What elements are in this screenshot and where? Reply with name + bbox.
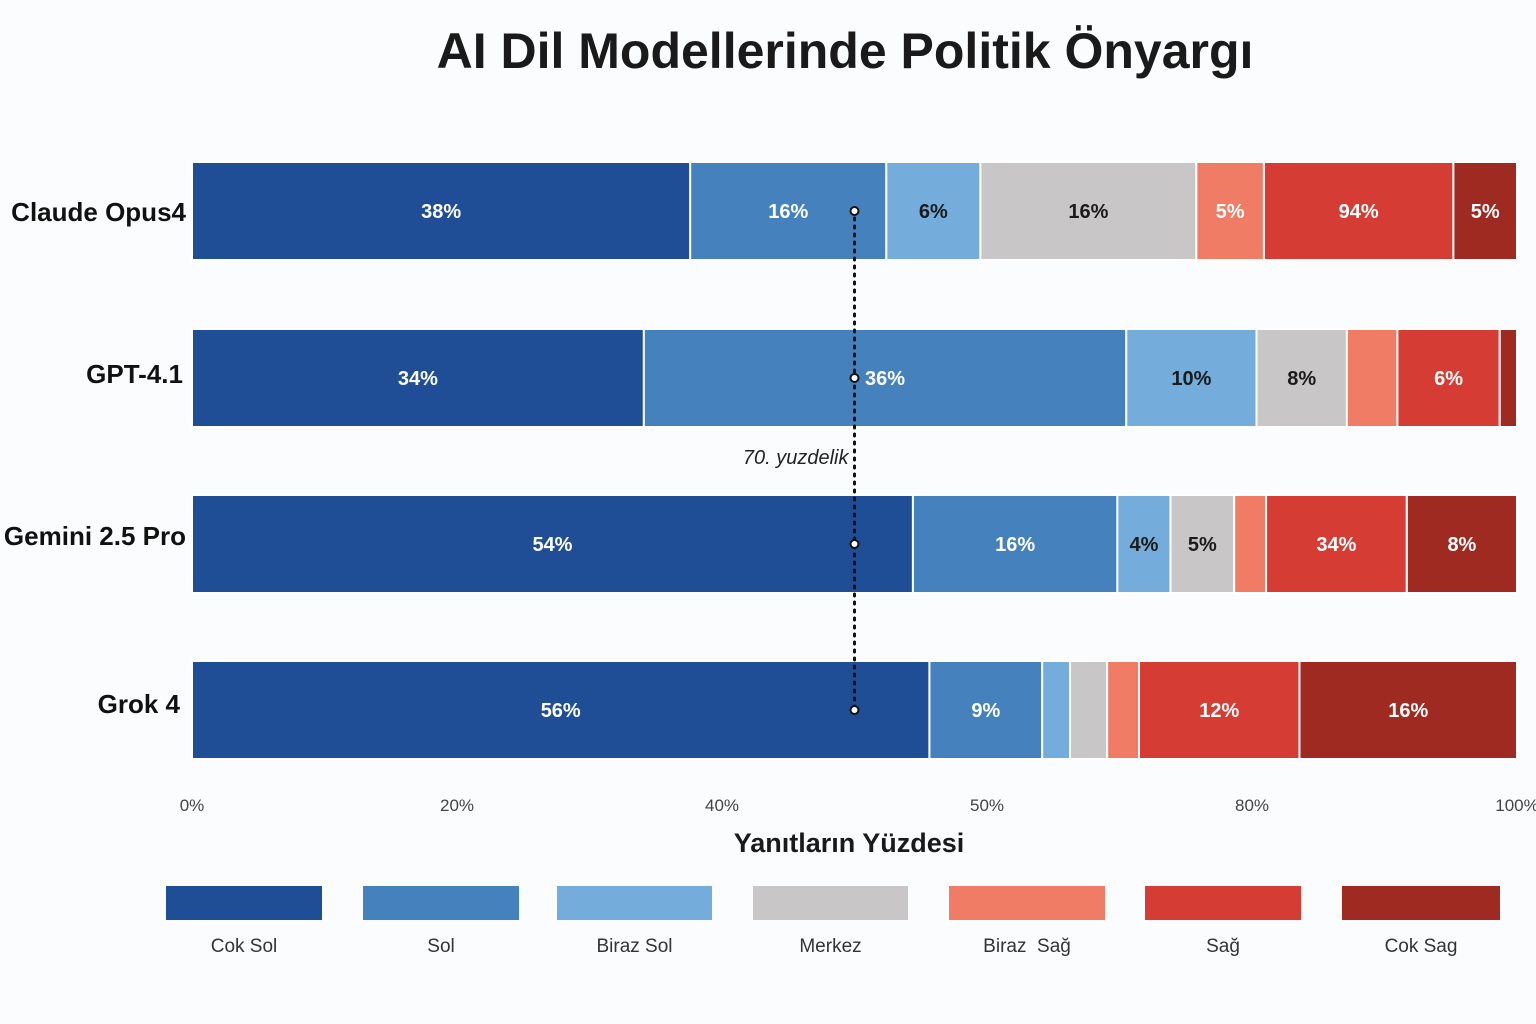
data-label-gemini-2-5-pro-sol: 16% — [995, 534, 1035, 556]
category-label-grok-4: Grok 4 — [98, 689, 181, 719]
legend-label-biraz-sol: Biraz Sol — [596, 936, 672, 957]
legend: Cok Sol Sol Biraz Sol Merkez Biraz Sağ Sağ Cok… — [166, 886, 1500, 957]
bar-claude-opus4-cok-sol — [191, 161, 692, 261]
data-label-gpt-4-1-cok-sol: 34% — [398, 368, 438, 390]
x-tick-label-20: 20% — [440, 796, 474, 815]
reference-point-gemini-2-5-pro — [849, 539, 860, 549]
category-label-gpt-4-1: GPT-4.1 — [86, 359, 183, 389]
bar-claude-opus4-biraz-sa — [1195, 161, 1265, 261]
bar-gpt-4-1-cok-sol — [191, 328, 645, 428]
x-tick-label-100: 100% — [1495, 796, 1536, 815]
bar-grok-4-biraz-sol — [1041, 660, 1072, 760]
data-label-gpt-4-1-sa: 6% — [1434, 368, 1463, 390]
data-label-grok-4-cok-sol: 56% — [541, 700, 581, 722]
bar-grok-4-sa — [1137, 660, 1301, 760]
data-label-claude-opus4-sol: 16% — [768, 201, 808, 223]
x-tick-label-0: 0% — [180, 796, 205, 815]
reference-line-label: 70. yuzdelik — [743, 447, 850, 469]
data-label-claude-opus4-sa: 94% — [1339, 201, 1379, 223]
legend-swatch-merkez — [753, 886, 908, 920]
bar-grok-4-cok-sag — [1298, 660, 1518, 760]
legend-swatch-biraz-sol — [557, 886, 712, 920]
legend-label-cok-sag: Cok Sag — [1385, 936, 1458, 957]
legend-label-sa: Sağ — [1206, 936, 1240, 957]
data-label-gemini-2-5-pro-sa: 34% — [1316, 534, 1356, 556]
legend-label-biraz-sa: Biraz Sağ — [983, 936, 1071, 957]
bar-gemini-2-5-pro-sa — [1265, 494, 1408, 594]
bar-gemini-2-5-pro-merkez — [1169, 494, 1236, 594]
category-labels: Claude Opus4 GPT-4.1 Gemini 2.5 Pro Grok 4 — [4, 197, 187, 719]
bar-grok-4-merkez — [1069, 660, 1109, 760]
bar-grok-4-biraz-sa — [1106, 660, 1140, 760]
bar-claude-opus4-merkez — [979, 161, 1198, 261]
data-label-claude-opus4-biraz-sol: 6% — [919, 201, 948, 223]
data-label-grok-4-sa: 12% — [1199, 700, 1239, 722]
reference-point-grok-4 — [849, 705, 860, 715]
bar-gpt-4-1-sa — [1396, 328, 1501, 428]
data-label-gpt-4-1-sol: 36% — [865, 368, 905, 390]
legend-swatch-cok-sol — [166, 886, 322, 920]
legend-label-cok-sol: Cok Sol — [211, 936, 278, 957]
bar-gemini-2-5-pro-cok-sol — [191, 494, 914, 594]
data-label-gemini-2-5-pro-cok-sag: 8% — [1447, 534, 1476, 556]
data-label-gpt-4-1-merkez: 8% — [1287, 368, 1316, 390]
reference-point-claude-opus4 — [849, 206, 860, 216]
reference-line-group: 70. yuzdelik — [743, 206, 860, 715]
bar-gemini-2-5-pro-cok-sag — [1405, 494, 1518, 594]
chart-title: AI Dil Modellerinde Politik Önyargı — [437, 23, 1254, 79]
bar-gemini-2-5-pro-sol — [911, 494, 1119, 594]
data-label-grok-4-sol: 9% — [971, 700, 1000, 722]
data-label-claude-opus4-merkez: 16% — [1068, 201, 1108, 223]
category-label-gemini-2-5-pro: Gemini 2.5 Pro — [4, 521, 186, 551]
data-label-gemini-2-5-pro-merkez: 5% — [1188, 534, 1217, 556]
bar-gpt-4-1-biraz-sa — [1345, 328, 1399, 428]
data-label-gemini-2-5-pro-biraz-sol: 4% — [1129, 534, 1158, 556]
legend-label-sol: Sol — [427, 936, 454, 957]
x-axis-ticks: 0% 20% 40% 50% 80% 100% — [180, 796, 1536, 815]
bar-gpt-4-1-sol — [642, 328, 1128, 428]
legend-swatch-sol — [363, 886, 519, 920]
data-label-claude-opus4-biraz-sa: 5% — [1216, 201, 1245, 223]
x-tick-label-50: 50% — [970, 796, 1004, 815]
data-label-claude-opus4-cok-sag: 5% — [1471, 201, 1500, 223]
data-label-gemini-2-5-pro-cok-sol: 54% — [532, 534, 572, 556]
legend-label-merkez: Merkez — [799, 936, 861, 957]
data-label-grok-4-cok-sag: 16% — [1388, 700, 1428, 722]
bar-gpt-4-1-merkez — [1255, 328, 1348, 428]
bar-gpt-4-1-cok-sag — [1498, 328, 1518, 428]
x-tick-label-80: 80% — [1235, 796, 1269, 815]
legend-swatch-biraz-sa — [949, 886, 1105, 920]
bar-claude-opus4-biraz-sol — [885, 161, 982, 261]
bar-claude-opus4-cok-sag — [1452, 161, 1519, 261]
bar-gemini-2-5-pro-biraz-sa — [1233, 494, 1268, 594]
legend-swatch-sa — [1145, 886, 1301, 920]
bars-layer: 38% 16% 6% 16% 5% 94% 5% 34% 36% 10% 8% 6% 54% 16% 4% 5… — [191, 161, 1519, 760]
x-axis-label: Yanıtların Yüzdesi — [734, 828, 965, 858]
category-label-claude-opus4: Claude Opus4 — [11, 197, 186, 227]
data-label-gpt-4-1-biraz-sol: 10% — [1171, 368, 1211, 390]
reference-point-gpt-4-1 — [849, 373, 860, 383]
x-tick-label-40: 40% — [705, 796, 739, 815]
data-label-claude-opus4-cok-sol: 38% — [421, 201, 461, 223]
legend-swatch-cok-sag — [1342, 886, 1500, 920]
